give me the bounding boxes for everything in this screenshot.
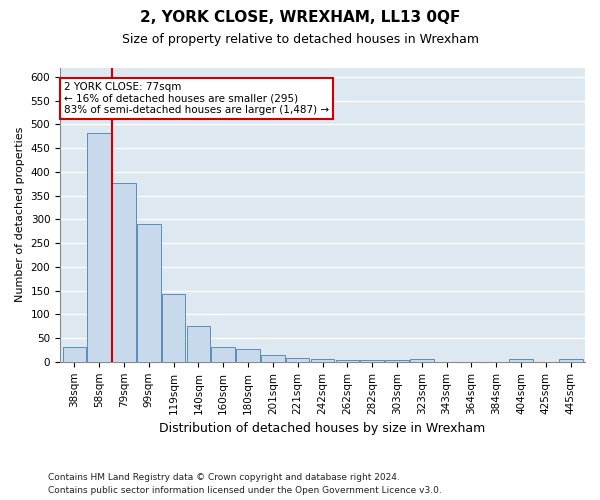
Bar [559, 360, 583, 362]
Bar [385, 360, 409, 362]
Bar [311, 360, 334, 362]
Bar [211, 347, 235, 362]
Bar [236, 348, 260, 362]
Bar [62, 346, 86, 362]
Y-axis label: Number of detached properties: Number of detached properties [15, 127, 25, 302]
Text: Contains public sector information licensed under the Open Government Licence v3: Contains public sector information licen… [48, 486, 442, 495]
X-axis label: Distribution of detached houses by size in Wrexham: Distribution of detached houses by size … [160, 422, 485, 435]
Text: Contains HM Land Registry data © Crown copyright and database right 2024.: Contains HM Land Registry data © Crown c… [48, 472, 400, 482]
Bar [162, 294, 185, 362]
Text: 2 YORK CLOSE: 77sqm
← 16% of detached houses are smaller (295)
83% of semi-detac: 2 YORK CLOSE: 77sqm ← 16% of detached ho… [64, 82, 329, 115]
Bar [286, 358, 310, 362]
Bar [137, 224, 161, 362]
Bar [187, 326, 210, 362]
Bar [509, 360, 533, 362]
Text: Size of property relative to detached houses in Wrexham: Size of property relative to detached ho… [121, 32, 479, 46]
Text: 2, YORK CLOSE, WREXHAM, LL13 0QF: 2, YORK CLOSE, WREXHAM, LL13 0QF [140, 10, 460, 25]
Bar [410, 360, 434, 362]
Bar [88, 132, 111, 362]
Bar [261, 354, 284, 362]
Bar [112, 184, 136, 362]
Bar [361, 360, 384, 362]
Bar [335, 360, 359, 362]
